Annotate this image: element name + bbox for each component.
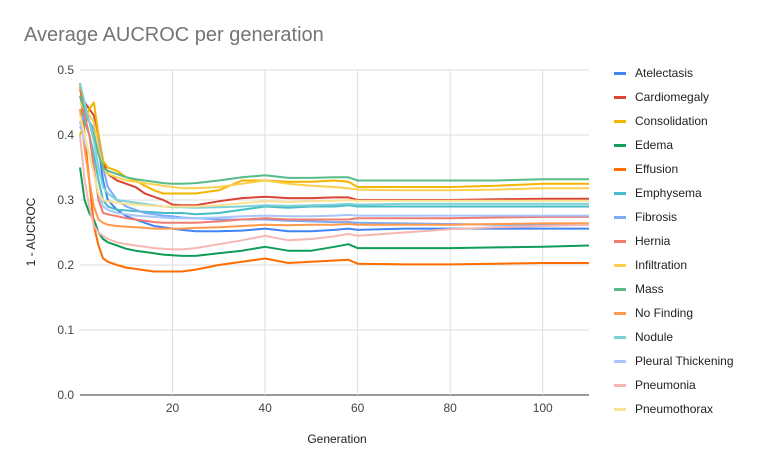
legend-item: Consolidation [614, 109, 734, 133]
legend-label: Pneumothorax [635, 402, 714, 416]
x-tick-label: 40 [258, 401, 272, 415]
y-axis-title: 1 - AUCROC [24, 197, 38, 266]
legend-label: Atelectasis [635, 66, 694, 80]
y-tick-label: 0.0 [57, 388, 74, 402]
series-line-effusion [79, 82, 589, 273]
x-axis-title: Generation [307, 432, 366, 446]
legend-label: Emphysema [635, 186, 702, 200]
legend-label: Cardiomegaly [635, 90, 710, 104]
series-line-mass [79, 95, 589, 185]
legend-swatch [614, 71, 626, 75]
legend-label: Mass [635, 282, 664, 296]
legend-swatch [614, 191, 626, 195]
legend-item: Edema [614, 133, 734, 157]
legend-swatch [614, 383, 626, 387]
series-line-emphysema [79, 108, 589, 216]
legend-label: Consolidation [635, 114, 708, 128]
legend-label: Nodule [635, 330, 674, 344]
legend-swatch [614, 335, 626, 339]
legend-item: Emphysema [614, 181, 734, 205]
y-tick-label: 0.5 [57, 63, 74, 77]
series-line-atelectasis [79, 114, 589, 233]
legend-item: Atelectasis [614, 61, 734, 85]
chart-title: Average AUCROC per generation [24, 24, 324, 46]
gridlines [80, 69, 589, 396]
legend-swatch [614, 95, 626, 99]
series-line-hernia [79, 95, 589, 224]
legend-item: Fibrosis [614, 205, 734, 229]
legend-item: Pneumothorax [614, 397, 734, 421]
legend-swatch [614, 311, 626, 315]
legend-item: No Finding [614, 301, 734, 325]
legend-swatch [614, 359, 626, 363]
legend-label: Edema [635, 138, 674, 152]
legend-item: Mass [614, 277, 734, 301]
legend-swatch [614, 167, 626, 171]
y-tick-label: 0.2 [57, 258, 74, 272]
legend-swatch [614, 239, 626, 243]
legend-item: Hernia [614, 229, 734, 253]
x-tick-label: 100 [533, 401, 553, 415]
series-line-pneumonia [79, 134, 590, 251]
legend-swatch [614, 407, 626, 411]
legend-swatch [614, 143, 626, 147]
legend-label: No Finding [635, 306, 694, 320]
series-line-fibrosis [79, 114, 589, 226]
series-line-edema [79, 167, 590, 257]
legend-item: Infiltration [614, 253, 734, 277]
series-line-no-finding [79, 108, 589, 230]
legend-label: Fibrosis [635, 210, 678, 224]
legend-item: Pneumonia [614, 373, 734, 397]
legend-item: Effusion [614, 157, 734, 181]
legend-label: Effusion [635, 162, 679, 176]
legend-label: Pneumonia [635, 378, 696, 392]
legend-label: Pleural Thickening [635, 354, 734, 368]
legend-label: Hernia [635, 234, 671, 248]
axes: 0.0 0.1 0.2 0.3 0.4 0.5 20 40 60 80 100 [57, 63, 553, 415]
legend-swatch [614, 119, 626, 123]
x-tick-label: 60 [351, 401, 365, 415]
y-tick-label: 0.1 [57, 323, 74, 337]
legend-item: Cardiomegaly [614, 85, 734, 109]
x-tick-label: 80 [444, 401, 458, 415]
legend-item: Nodule [614, 325, 734, 349]
legend-label: Infiltration [635, 258, 688, 272]
series-lines [79, 82, 590, 273]
y-tick-label: 0.3 [57, 193, 74, 207]
series-line-pneumothorax [79, 115, 589, 208]
legend-swatch [614, 287, 626, 291]
x-tick-label: 20 [166, 401, 180, 415]
y-tick-label: 0.4 [57, 128, 74, 142]
series-line-pleural-thickening [79, 121, 589, 220]
legend: Atelectasis Cardiomegaly Consolidation Edem… [614, 61, 734, 421]
legend-swatch [614, 263, 626, 267]
legend-swatch [614, 215, 626, 219]
legend-item: Pleural Thickening [614, 349, 734, 373]
series-line-consolidation [79, 101, 589, 195]
